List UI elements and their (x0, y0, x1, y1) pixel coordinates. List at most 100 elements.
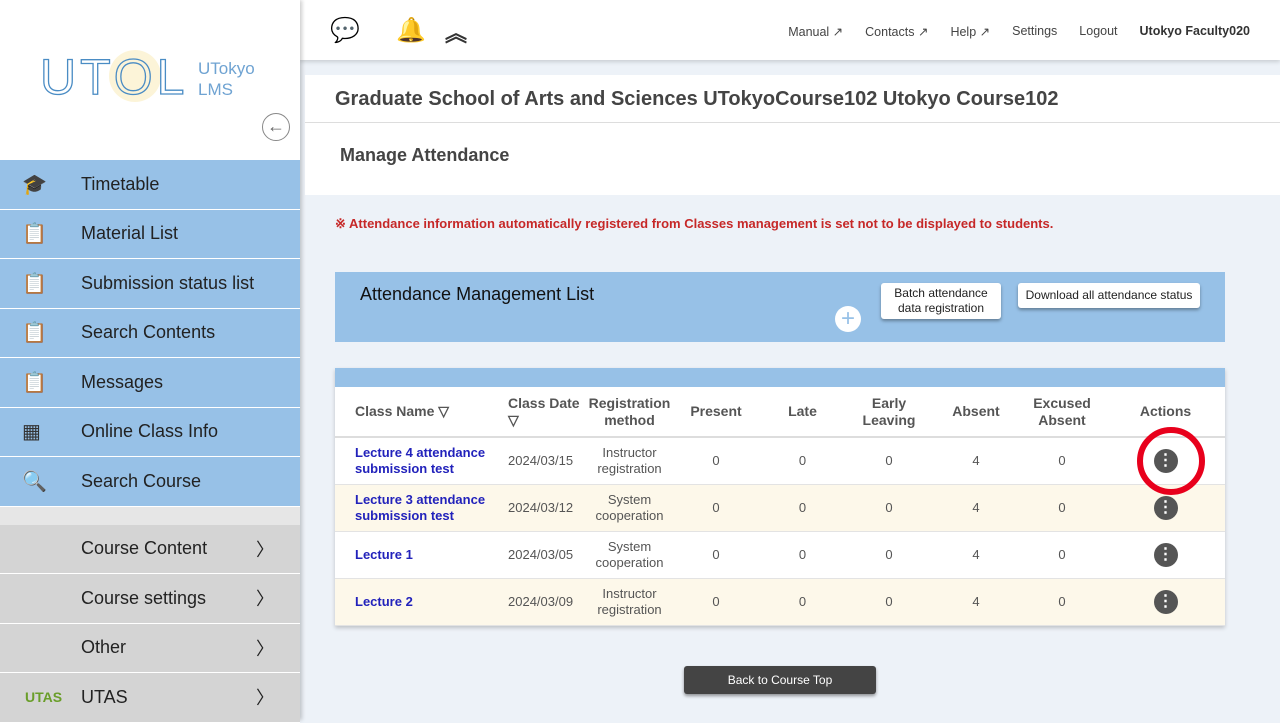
batch-registration-button[interactable]: Batch attendance data registration (881, 283, 1001, 319)
late-count: 0 (761, 437, 844, 485)
early-leaving-count: 0 (844, 484, 934, 532)
actions-cell: ⋮ (1106, 484, 1225, 532)
sidebar-item-label: Search Contents (81, 322, 216, 343)
utol-logo: UTOL UTokyo LMS (40, 50, 255, 105)
present-count: 0 (671, 578, 761, 626)
header-excused-absent: Excused Absent (1018, 387, 1106, 438)
sidebar-group-utas[interactable]: UTAS UTAS 〉 (0, 673, 300, 723)
sidebar-group-course-content[interactable]: Course Content 〉 (0, 524, 300, 574)
header-absent: Absent (934, 387, 1018, 438)
absent-count: 4 (934, 437, 1018, 485)
help-link[interactable]: Help ↗ (950, 25, 991, 39)
contacts-link[interactable]: Contacts ↗ (865, 25, 929, 39)
class-date: 2024/03/12 (508, 484, 588, 532)
chevron-right-icon: 〉 (256, 638, 274, 659)
class-date: 2024/03/15 (508, 437, 588, 485)
sidebar-group-label: Course settings (81, 587, 207, 608)
sidebar-item-label: Online Class Info (81, 421, 219, 442)
sidebar-item-label: Timetable (81, 173, 160, 194)
divider (305, 122, 1280, 123)
header-early-leaving: Early Leaving (844, 387, 934, 438)
manual-link[interactable]: Manual ↗ (788, 25, 844, 39)
late-count: 0 (761, 484, 844, 532)
sidebar-item-online-class-info[interactable]: ▦ Online Class Info (0, 407, 300, 457)
registration-method: Instructor registration (588, 437, 671, 485)
registration-method: System cooperation (588, 531, 671, 579)
header-registration-method: Registration method (588, 387, 671, 438)
sidebar-group-course-settings[interactable]: Course settings 〉 (0, 574, 300, 624)
chevron-right-icon: 〉 (256, 688, 274, 709)
sidebar-item-search-course[interactable]: 🔍 Search Course (0, 457, 300, 507)
graduation-cap-icon: 🎓 (22, 173, 47, 196)
sidebar-group-label: Course Content (81, 538, 208, 559)
class-name-link[interactable]: Lecture 2 (335, 578, 508, 626)
late-count: 0 (761, 578, 844, 626)
download-all-button[interactable]: Download all attendance status (1018, 283, 1200, 308)
bell-notification-icon[interactable]: 🔔 (396, 17, 426, 44)
absent-count: 4 (934, 578, 1018, 626)
double-chevron-up-icon[interactable]: ︽ (445, 21, 468, 46)
header-class-date[interactable]: Class Date ▽ (508, 387, 588, 438)
more-actions-icon[interactable]: ⋮ (1153, 542, 1178, 567)
settings-link[interactable]: Settings (1012, 24, 1058, 38)
class-name-link[interactable]: Lecture 4 attendance submission test (335, 437, 508, 485)
class-name-link[interactable]: Lecture 1 (335, 531, 508, 579)
sidebar-item-label: Search Course (81, 470, 202, 491)
absent-count: 4 (934, 484, 1018, 532)
clipboard-icon: 📋 (22, 322, 47, 345)
sidebar-item-timetable[interactable]: 🎓 Timetable (0, 160, 300, 210)
highlight-ring (1137, 427, 1205, 495)
list-title: Attendance Management List (360, 284, 595, 304)
top-bar: 💬 🔔 ︽ Manual ↗ Contacts ↗ Help ↗ Setting… (300, 0, 1280, 60)
user-name[interactable]: Utokyo Faculty020 (1139, 24, 1250, 38)
clipboard-icon: 📋 (22, 223, 47, 246)
search-icon: 🔍 (22, 470, 47, 493)
svg-text:UTOL: UTOL (40, 50, 188, 105)
grid-icon: ▦ (22, 421, 41, 444)
header-links: Manual ↗ Contacts ↗ Help ↗ Settings Logo… (788, 24, 1250, 39)
sidebar-nav: 🎓 Timetable 📋 Material List 📋 Submission st… (0, 160, 300, 723)
excused-absent-count: 0 (1018, 484, 1106, 532)
sidebar-group-other[interactable]: Other 〉 (0, 623, 300, 673)
sidebar-item-label: Submission status list (81, 272, 255, 293)
divider (0, 506, 300, 525)
attendance-table: Class Name ▽ Class Date ▽ Registration m… (335, 368, 1225, 626)
sidebar-item-label: Material List (81, 223, 179, 244)
sidebar-item-submission-status[interactable]: 📋 Submission status list (0, 259, 300, 309)
present-count: 0 (671, 531, 761, 579)
sidebar: UTOL UTokyo LMS ← 🎓 Timetable 📋 Material L… (0, 0, 300, 723)
sidebar-item-search-contents[interactable]: 📋 Search Contents (0, 308, 300, 358)
header-present: Present (671, 387, 761, 438)
table-row: Lecture 4 attendance submission test 2024… (335, 437, 1225, 485)
class-name-link[interactable]: Lecture 3 attendance submission test (335, 484, 508, 532)
early-leaving-count: 0 (844, 578, 934, 626)
class-date: 2024/03/09 (508, 578, 588, 626)
table-row: Lecture 2 2024/03/09 Instructor registrati… (335, 578, 1225, 626)
late-count: 0 (761, 531, 844, 579)
actions-cell: ⋮ (1106, 578, 1225, 626)
chevron-right-icon: 〉 (256, 539, 274, 560)
table-row: Lecture 3 attendance submission test 2024… (335, 484, 1225, 532)
header-class-name[interactable]: Class Name ▽ (335, 387, 508, 438)
chat-icon[interactable]: 💬 (330, 17, 360, 44)
logout-link[interactable]: Logout (1079, 24, 1118, 38)
more-actions-icon[interactable]: ⋮ (1153, 495, 1178, 520)
sidebar-item-messages[interactable]: 📋 Messages (0, 358, 300, 408)
excused-absent-count: 0 (1018, 578, 1106, 626)
add-icon[interactable]: + (835, 306, 861, 332)
title-band: Graduate School of Arts and Sciences UTo… (305, 75, 1280, 195)
course-title: Graduate School of Arts and Sciences UTo… (335, 88, 1059, 110)
back-to-course-top-button[interactable]: Back to Course Top (684, 666, 876, 694)
sidebar-group-label: UTAS (81, 686, 128, 707)
more-actions-icon[interactable]: ⋮ (1153, 589, 1178, 614)
notice-text: ※ Attendance information automatically r… (335, 216, 1054, 231)
list-header: Attendance Management List + Batch atten… (335, 272, 1225, 342)
collapse-sidebar-button[interactable]: ← (262, 113, 290, 141)
svg-text:UTokyo: UTokyo (198, 59, 255, 78)
utas-logo-icon: UTAS (25, 689, 63, 706)
early-leaving-count: 0 (844, 531, 934, 579)
sidebar-item-material-list[interactable]: 📋 Material List (0, 209, 300, 259)
chevron-right-icon: 〉 (256, 589, 274, 610)
actions-cell: ⋮ (1106, 531, 1225, 579)
clipboard-icon: 📋 (22, 272, 47, 295)
